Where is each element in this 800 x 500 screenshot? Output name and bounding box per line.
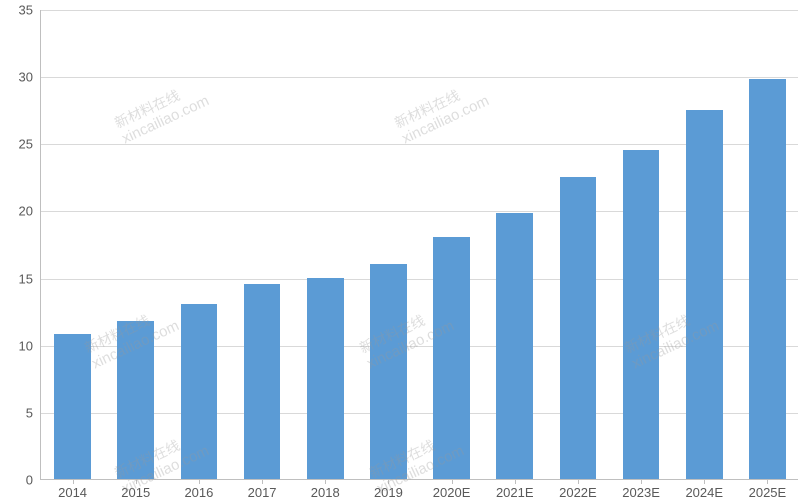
bar bbox=[749, 79, 786, 479]
x-tick-label: 2020E bbox=[433, 485, 471, 500]
x-tick bbox=[515, 479, 516, 484]
chart-container: 0 5 10 15 20 25 30 35 2014 2015 2016 2017 2018 2019 20… bbox=[0, 0, 800, 500]
bar bbox=[244, 284, 281, 479]
x-tick bbox=[73, 479, 74, 484]
x-tick-label: 2025E bbox=[749, 485, 787, 500]
y-tick-label: 30 bbox=[19, 70, 33, 85]
bar bbox=[54, 334, 91, 479]
bar bbox=[560, 177, 597, 479]
bar bbox=[496, 213, 533, 479]
x-tick bbox=[452, 479, 453, 484]
bar bbox=[307, 278, 344, 479]
plot-area: 0510152025303520142015201620172018201920… bbox=[40, 10, 798, 480]
x-tick bbox=[262, 479, 263, 484]
x-tick-label: 2019 bbox=[374, 485, 403, 500]
gridline bbox=[41, 10, 798, 11]
x-tick bbox=[325, 479, 326, 484]
x-tick bbox=[578, 479, 579, 484]
x-tick-label: 2023E bbox=[622, 485, 660, 500]
gridline bbox=[41, 279, 798, 280]
bar bbox=[623, 150, 660, 479]
x-tick-label: 2015 bbox=[121, 485, 150, 500]
x-tick-label: 2017 bbox=[248, 485, 277, 500]
bar bbox=[686, 110, 723, 479]
gridline bbox=[41, 144, 798, 145]
gridline bbox=[41, 211, 798, 212]
x-tick-label: 2018 bbox=[311, 485, 340, 500]
bar bbox=[433, 237, 470, 479]
y-tick-label: 10 bbox=[19, 338, 33, 353]
x-tick bbox=[199, 479, 200, 484]
y-tick-label: 25 bbox=[19, 137, 33, 152]
bar bbox=[181, 304, 218, 479]
x-tick-label: 2022E bbox=[559, 485, 597, 500]
bar bbox=[370, 264, 407, 479]
x-tick-label: 2021E bbox=[496, 485, 534, 500]
x-tick bbox=[136, 479, 137, 484]
gridline bbox=[41, 77, 798, 78]
x-tick-label: 2024E bbox=[685, 485, 723, 500]
y-tick-label: 35 bbox=[19, 3, 33, 18]
y-tick-label: 0 bbox=[26, 473, 33, 488]
y-tick-label: 20 bbox=[19, 204, 33, 219]
x-tick bbox=[704, 479, 705, 484]
gridline bbox=[41, 346, 798, 347]
bar bbox=[117, 321, 154, 479]
gridline bbox=[41, 413, 798, 414]
y-tick-label: 5 bbox=[26, 405, 33, 420]
x-tick-label: 2014 bbox=[58, 485, 87, 500]
y-tick-label: 15 bbox=[19, 271, 33, 286]
x-tick-label: 2016 bbox=[184, 485, 213, 500]
x-tick bbox=[641, 479, 642, 484]
x-tick bbox=[767, 479, 768, 484]
x-tick bbox=[388, 479, 389, 484]
